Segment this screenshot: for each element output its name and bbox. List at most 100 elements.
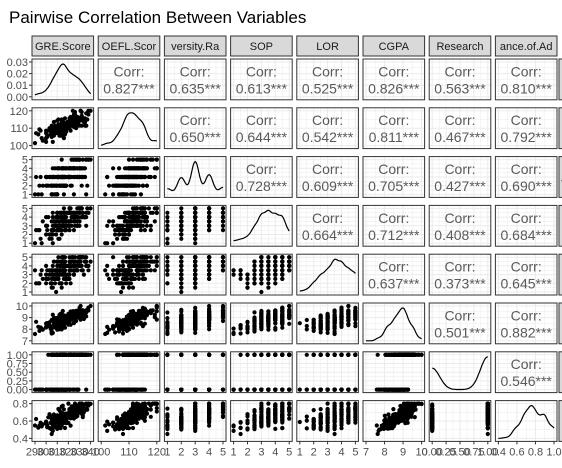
scatter-point [179, 236, 184, 241]
scatter-point [122, 320, 128, 325]
scatter-point [304, 317, 309, 323]
corr-value: 0.501*** [434, 324, 486, 340]
scatter-point [105, 263, 110, 268]
corr-value: 0.637*** [368, 276, 420, 292]
corr-value: 0.792*** [501, 129, 553, 145]
panel-LOR-LOR [296, 253, 359, 296]
scatter-point [69, 166, 74, 171]
scatter-point [44, 276, 49, 281]
scatter-point [61, 192, 66, 197]
scatter-point [126, 326, 132, 331]
scatter-point [148, 414, 153, 419]
scatter-point [231, 272, 236, 277]
scatter-point [138, 157, 143, 162]
column-strip-TOEFL.Score: OEFL.Scor [97, 35, 161, 57]
scatter-point [115, 183, 120, 188]
scatter-point [56, 321, 61, 326]
scatter-point [179, 223, 184, 228]
scatter-point [62, 325, 68, 330]
scatter-point [165, 255, 170, 260]
scatter-point [405, 387, 410, 392]
scatter-point [130, 157, 136, 162]
panel-CGPA-Research: Corr:0.501*** [428, 302, 492, 345]
scatter-point [148, 310, 153, 315]
scatter-point [207, 314, 212, 319]
scatter-point [152, 174, 157, 180]
scatter-point [150, 210, 155, 215]
scatter-point [144, 166, 149, 171]
scatter-point [385, 387, 390, 392]
scatter-point [165, 352, 170, 357]
scatter-point [220, 259, 226, 264]
scatter-point [80, 157, 85, 162]
corr-value: 0.427*** [434, 178, 486, 194]
density-line-CGPA [366, 307, 422, 342]
scatter-point [71, 352, 76, 357]
scatter-point [50, 215, 55, 220]
scatter-point [105, 324, 110, 329]
scatter-point [40, 138, 45, 143]
corr-label: Corr: [312, 112, 343, 128]
scatter-point [179, 315, 184, 320]
scatter-point [36, 324, 41, 329]
scatter-point [207, 327, 212, 332]
scatter-point [117, 166, 122, 171]
scatter-point [332, 317, 337, 323]
scatter-point [39, 192, 44, 197]
scatter-point [287, 352, 292, 357]
scatter-point [67, 228, 72, 233]
scatter-point [339, 307, 344, 312]
scatter-point [52, 325, 58, 330]
scatter-point [273, 255, 278, 260]
scatter-point [220, 315, 226, 321]
scatter-point [75, 259, 80, 264]
panel-LOR-TOEFL.Score [97, 253, 161, 296]
scatter-point [111, 192, 116, 197]
scatter-point [138, 315, 143, 320]
scatter-point [134, 268, 139, 273]
corr-value: 0.650*** [170, 129, 222, 145]
scatter-point [144, 183, 149, 188]
scatter-point [113, 330, 118, 335]
scatter-point [67, 387, 72, 392]
scatter-point [325, 320, 330, 325]
scatter-point [179, 215, 184, 220]
column-strip-label: GRE.Score [35, 41, 91, 53]
corr-label: Corr: [246, 63, 277, 79]
scatter-point [165, 219, 170, 224]
corr-value: 0.811*** [369, 129, 420, 145]
scatter-point [273, 309, 278, 314]
scatter-point [207, 407, 212, 412]
scatter-point [52, 166, 58, 171]
scatter-point [238, 268, 243, 273]
scatter-point [126, 259, 132, 264]
scatter-point [179, 420, 184, 425]
scatter-point [115, 223, 120, 228]
scatter-point [287, 387, 292, 392]
scatter-point [130, 285, 136, 290]
scatter-point [59, 157, 64, 162]
scatter-point [111, 223, 116, 228]
scatter-point [34, 319, 39, 324]
scatter-point [48, 232, 53, 237]
scatter-point [144, 411, 149, 416]
scatter-point [140, 324, 145, 329]
scatter-point [60, 268, 65, 273]
scatter-point [193, 241, 198, 246]
scatter-point [138, 268, 143, 273]
scatter-point [103, 423, 108, 428]
scatter-point [231, 268, 236, 273]
scatter-point [124, 236, 130, 241]
scatter-point [144, 219, 149, 224]
scatter-point [259, 281, 264, 286]
scatter-point [138, 192, 143, 197]
column-strip-SOP: SOP [230, 35, 293, 57]
scatter-point [117, 325, 122, 330]
scatter-point [130, 401, 136, 406]
scatter-point [193, 255, 198, 260]
scatter-point [69, 215, 74, 220]
scatter-point [140, 414, 145, 419]
scatter-point [383, 352, 388, 357]
scatter-point [48, 281, 53, 286]
scatter-point [122, 276, 128, 281]
